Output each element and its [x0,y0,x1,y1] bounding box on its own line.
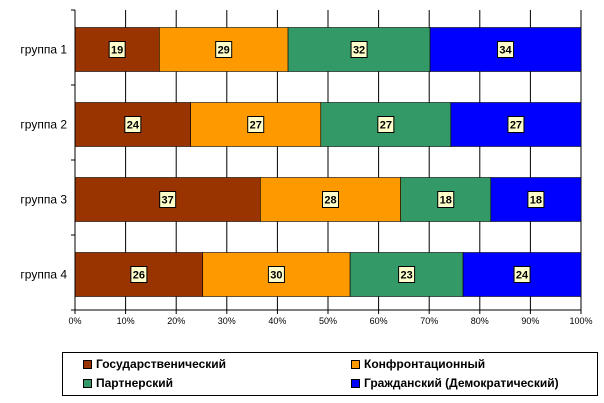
x-tick-label: 60% [370,316,388,326]
data-label: 34 [499,45,512,57]
data-label: 24 [516,270,529,282]
data-label: 28 [324,195,336,207]
data-label: 18 [530,195,542,207]
data-label: 19 [111,45,123,57]
legend: Государственический Конфронтационный Пар… [62,352,598,396]
data-label: 30 [270,270,282,282]
data-label: 26 [133,270,145,282]
data-label: 18 [440,195,452,207]
data-label: 27 [380,120,392,132]
data-label: 27 [250,120,262,132]
bars: 19 29 32 34 24 27 27 27 37 28 18 18 26 30 23 24 [74,27,582,297]
data-label-box [108,41,126,58]
x-tick-label: 90% [521,316,539,326]
legend-item-grazhdanskiy: Гражданский (Демократический) [351,376,559,390]
legend-item-partnerskiy: Партнерский [83,376,173,390]
data-label-box [350,41,368,58]
data-label: 37 [162,195,174,207]
category-label: группа 1 [20,43,67,57]
category-label: группа 4 [20,268,67,282]
data-label: 27 [510,120,522,132]
data-label-box [159,191,177,208]
x-tick-label: 30% [218,316,236,326]
data-label: 32 [353,45,365,57]
data-label-box [267,266,285,283]
x-tick-label: 0% [68,316,81,326]
data-label-box [130,266,148,283]
data-label-box [124,116,142,133]
x-tick-label: 80% [471,316,489,326]
legend-swatch [83,378,92,388]
data-label-box [437,191,455,208]
category-label: группа 3 [20,193,67,207]
x-tick-label: 70% [420,316,438,326]
legend-item-gosudarstvenicheskiy: Государственический [83,357,226,371]
x-tick-label: 10% [117,316,135,326]
x-tick-label: 100% [569,316,592,326]
data-label: 24 [127,120,140,132]
category-label: группа 2 [20,118,67,132]
data-label-box [513,266,531,283]
data-label-box [507,116,525,133]
x-tick-label: 40% [268,316,286,326]
legend-label: Партнерский [96,376,174,390]
x-tick-label: 50% [319,316,337,326]
legend-label: Гражданский (Демократический) [364,376,559,390]
data-label-box [398,266,416,283]
axes: 0% 10% 20% 30% 40% 50% 60% 70% 80% 90% 100% группа … [20,9,593,326]
data-label: 29 [218,45,230,57]
legend-swatch [351,378,360,388]
legend-item-konfrontatsionnyy: Конфронтационный [351,357,485,371]
data-label-box [247,116,265,133]
stacked-bar-chart: 19 29 32 34 24 27 27 27 37 28 18 18 26 30 23 24 0% 10% 20… [20,9,593,326]
x-tick-label: 20% [167,316,185,326]
legend-label: Государственический [96,357,227,371]
legend-swatch [83,359,92,369]
data-label-box [377,116,395,133]
data-label-box [527,191,545,208]
legend-swatch [351,359,360,369]
data-label: 23 [400,270,412,282]
data-label-box [497,41,515,58]
legend-label: Конфронтационный [364,357,486,371]
data-label-box [215,41,233,58]
data-label-box [322,191,340,208]
